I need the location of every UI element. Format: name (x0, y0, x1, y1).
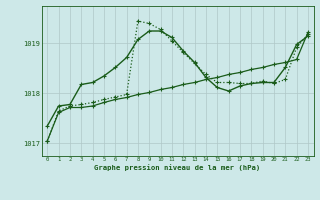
X-axis label: Graphe pression niveau de la mer (hPa): Graphe pression niveau de la mer (hPa) (94, 164, 261, 171)
